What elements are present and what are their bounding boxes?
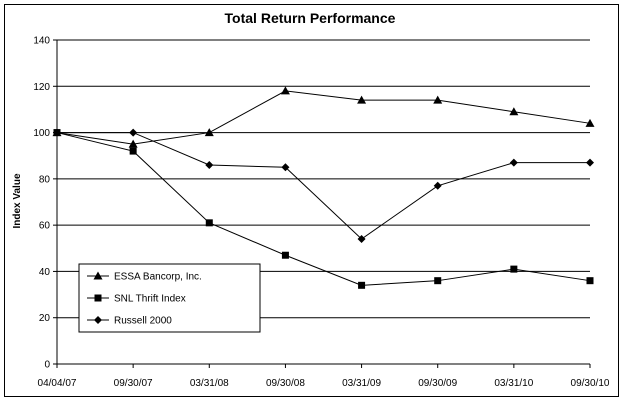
data-point: [586, 277, 594, 285]
data-point: [357, 95, 367, 104]
data-point: [433, 181, 442, 190]
y-tick-label: 60: [39, 221, 51, 232]
data-point: [434, 277, 442, 285]
data-point: [129, 147, 137, 155]
y-axis-label: Index Value: [12, 173, 23, 228]
data-point: [585, 118, 595, 127]
x-tick-label: 09/30/07: [114, 378, 153, 389]
series-line: [57, 132, 590, 240]
chart-title: Total Return Performance: [225, 10, 396, 26]
data-point: [510, 265, 518, 273]
series-line: [56, 132, 591, 286]
legend-box: [78, 263, 261, 333]
legend-label: ESSA Bancorp, Inc.: [114, 272, 202, 283]
x-tick-label: 09/30/09: [418, 378, 457, 389]
data-point: [280, 86, 290, 95]
series-0: [52, 86, 595, 148]
data-point: [358, 281, 366, 289]
x-tick-label: 03/31/08: [190, 378, 229, 389]
data-point: [281, 251, 289, 259]
legend-marker: [94, 294, 102, 302]
data-point: [433, 95, 443, 104]
data-point: [357, 235, 366, 244]
legend-marker: [94, 316, 102, 324]
data-point: [509, 107, 519, 116]
x-tick-label: 04/04/07: [38, 378, 77, 389]
series-line: [56, 90, 591, 145]
x-tick-label: 03/31/09: [342, 378, 381, 389]
data-point: [204, 128, 214, 137]
data-point: [128, 139, 138, 148]
legend-marker: [93, 271, 103, 280]
axes: 0 20 40 60 80 100 120 140 04/04/07 09/30/07 03/31/…: [33, 36, 610, 390]
x-tick-label: 03/31/10: [494, 378, 533, 389]
y-tick-label: 100: [33, 128, 50, 139]
data-point: [205, 160, 214, 169]
x-tick-label: 09/30/08: [266, 378, 305, 389]
y-tick-label: 140: [33, 36, 50, 47]
y-tick-label: 20: [39, 313, 51, 324]
y-tick-label: 40: [39, 267, 51, 278]
data-point: [281, 163, 290, 172]
series-group: [52, 86, 595, 289]
legend-label: SNL Thrift Index: [114, 294, 186, 305]
data-point: [509, 158, 518, 167]
data-point: [129, 128, 138, 137]
y-tick-label: 80: [39, 174, 51, 185]
legend-label: Russell 2000: [114, 316, 172, 327]
series-2: [53, 128, 594, 244]
y-tick-label: 0: [44, 360, 50, 371]
data-point: [53, 128, 61, 137]
data-point: [205, 219, 213, 227]
data-point: [586, 158, 594, 167]
x-tick-label: 09/30/10: [571, 378, 610, 389]
y-tick-label: 120: [33, 82, 50, 93]
legend: ESSA Bancorp, Inc. SNL Thrift Index Russel…: [78, 263, 261, 333]
